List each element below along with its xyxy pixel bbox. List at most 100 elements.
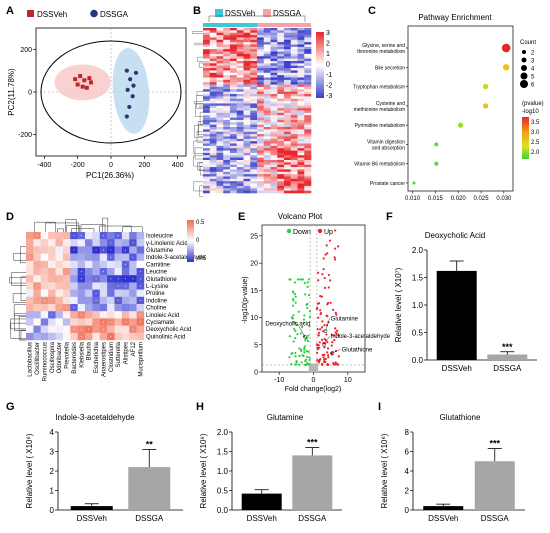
pathway-x-tick-label: 0.030 — [496, 196, 512, 202]
heatmap-b-cell — [250, 58, 258, 62]
pvalue-colorbar-tick: 2.0 — [531, 150, 540, 156]
heatmap-d-row-label: Isoleucine — [146, 234, 174, 240]
heatmap-b-cell — [209, 37, 217, 41]
heatmap-d-cell — [33, 268, 41, 276]
panel-g-bar-dssveh — [70, 506, 113, 510]
heatmap-b-cell — [203, 30, 211, 34]
pca-point-dssveh — [80, 84, 85, 89]
heatmap-b-cell — [277, 96, 285, 100]
heatmap-b-cell — [297, 164, 305, 168]
heatmap-b-cell — [263, 32, 271, 36]
heatmap-d-row-label: Glutamine — [146, 248, 174, 254]
panel-f-bar-dssveh — [436, 270, 477, 360]
heatmap-b-cell — [257, 176, 265, 180]
heatmap-b-cell — [297, 89, 305, 92]
heatmap-d-row-label: Indole-3-acetaldehyde — [146, 255, 206, 261]
heatmap-b-cell — [250, 110, 258, 114]
heatmap-b-cell — [297, 110, 305, 114]
heatmap-b-cell — [243, 127, 251, 130]
heatmap-b-cell — [290, 110, 298, 114]
heatmap-b-cell — [304, 150, 312, 154]
volcano-point-down — [306, 306, 309, 310]
heatmap-b-cell — [223, 134, 231, 137]
panel-c-label: C — [368, 5, 376, 17]
heatmap-b-cell — [243, 68, 251, 71]
panel-i-title: Glutathione — [440, 413, 481, 422]
heatmap-b-cell — [230, 101, 238, 104]
heatmap-b-cell — [243, 117, 251, 121]
volcano-point-up — [317, 302, 321, 305]
heatmap-b-cell — [243, 84, 251, 88]
legend-e-down-swatch — [286, 228, 292, 234]
heatmap-b-cell — [297, 136, 305, 140]
heatmap-d-cell — [92, 260, 100, 269]
panel-f-y-tick-label: 0.0 — [412, 356, 424, 365]
heatmap-b-cell — [284, 162, 292, 166]
heatmap-d-sig-mark — [132, 328, 134, 330]
volcano-point-down — [304, 293, 307, 296]
heatmap-b-cell — [297, 157, 305, 161]
heatmap-b-cell — [250, 129, 258, 133]
heatmap-b-cell — [270, 35, 278, 38]
volcano-point-up — [320, 326, 324, 329]
heatmap-b-cell — [236, 82, 244, 85]
volcano-point-up — [317, 331, 321, 334]
heatmap-b-cell — [243, 108, 251, 111]
heatmap-b-cell — [236, 115, 244, 118]
heatmap-b-dendro-branch — [193, 181, 203, 192]
volcano-point-up — [323, 353, 326, 356]
heatmap-b-cell — [284, 28, 292, 31]
heatmap-d-sig-mark — [139, 299, 141, 301]
heatmap-b-cell — [297, 49, 305, 52]
heatmap-d-cell — [26, 268, 34, 276]
heatmap-d-cell — [129, 311, 137, 319]
heatmap-b-cell — [263, 178, 271, 182]
heatmap-b-cell — [297, 162, 305, 166]
heatmap-d-col-label: Klebsiella — [79, 341, 85, 367]
heatmap-b-cell — [270, 124, 278, 128]
volcano-point-down — [292, 304, 295, 307]
heatmap-b-cell — [203, 183, 211, 187]
heatmap-b-cell — [216, 42, 224, 45]
heatmap-b-cell — [216, 169, 224, 173]
heatmap-b-cell — [290, 101, 298, 104]
volcano-point-up — [334, 247, 337, 250]
heatmap-d-col-label: Escherichia — [94, 341, 100, 373]
heatmap-d-cell — [77, 304, 86, 312]
heatmap-b-cell — [263, 136, 271, 140]
heatmap-d-cell — [62, 268, 71, 276]
heatmap-b-colorbar-tick: 2 — [326, 41, 330, 48]
heatmap-b-cell — [230, 103, 238, 107]
heatmap-d-cell — [99, 289, 108, 297]
heatmap-d-cell — [40, 311, 49, 319]
heatmap-b-cell — [209, 103, 217, 107]
heatmap-b-cell — [263, 119, 271, 123]
heatmap-b-cell — [297, 42, 305, 45]
heatmap-d-row-label: Indoline — [146, 298, 168, 304]
heatmap-b-cell — [250, 115, 258, 118]
heatmap-b-cell — [297, 152, 305, 156]
heatmap-b-cell — [243, 30, 251, 34]
panel-i-label: I — [378, 401, 381, 413]
heatmap-b-dendro-branch — [199, 105, 203, 109]
heatmap-b-cell — [257, 65, 265, 69]
heatmap-b-cell — [277, 35, 285, 38]
heatmap-b-cell — [284, 86, 292, 90]
heatmap-b-cell — [236, 148, 244, 151]
heatmap-b-cell — [257, 44, 265, 48]
heatmap-b-dendro-branch — [199, 111, 203, 125]
panel-g-y-tick-label: 1 — [50, 486, 55, 495]
heatmap-b-cell — [257, 82, 265, 85]
heatmap-b-cell — [250, 101, 258, 104]
heatmap-d-row-label: Choline — [146, 306, 167, 312]
heatmap-b-cell — [230, 183, 238, 187]
heatmap-b-cell — [304, 98, 312, 102]
volcano-y-tick-label: 10 — [250, 315, 258, 322]
heatmap-b-cell — [223, 131, 231, 135]
heatmap-b-cell — [230, 112, 238, 116]
heatmap-b-cell — [290, 30, 298, 34]
heatmap-b-cell — [263, 176, 271, 180]
heatmap-b-cell — [203, 56, 211, 59]
heatmap-b-cell — [216, 145, 224, 149]
